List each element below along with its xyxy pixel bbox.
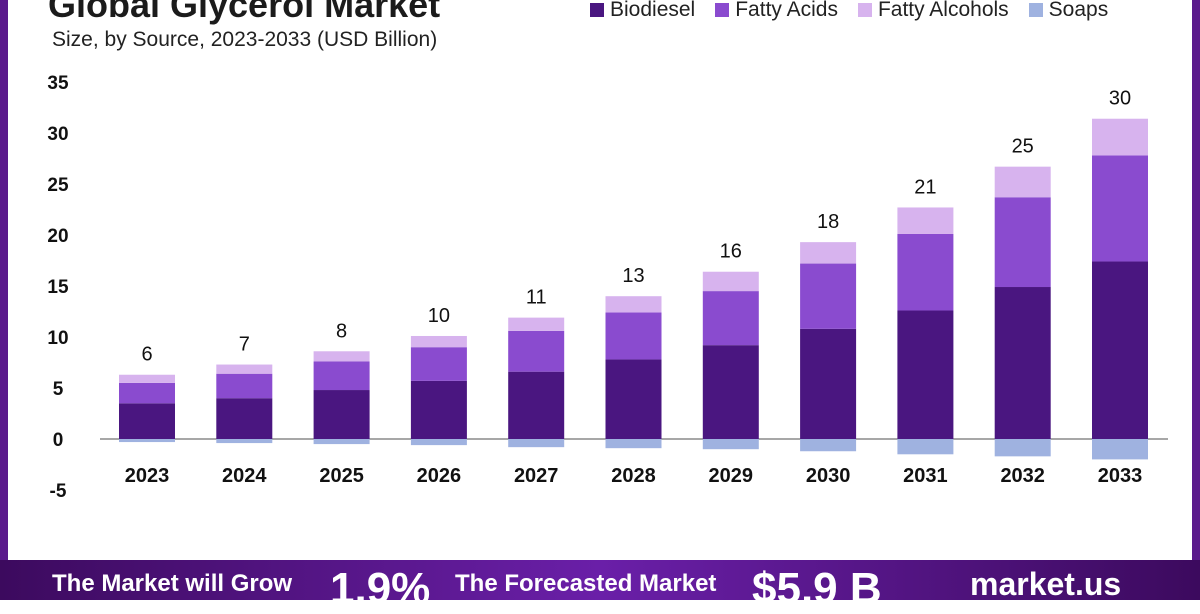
banner-grow-text: The Market will Grow [52, 570, 293, 597]
stacked-bar-chart: 35 30 25 20 15 10 5 0 -5 6 2023 7 2024 8 2025 10 2026 11 2… [47, 73, 1168, 502]
bar-soaps [994, 439, 1051, 457]
y-tick-label: 0 [53, 430, 64, 451]
bar-fatty-acids [1092, 155, 1148, 262]
bar-fatty-acids [508, 330, 565, 372]
total-label: 6 [141, 344, 152, 366]
bar-fatty-acids [216, 373, 273, 399]
bar-biodiesel [994, 287, 1051, 439]
legend-swatch-soaps [1028, 3, 1043, 17]
bar-fatty-acids [313, 361, 370, 391]
y-tick-label: 30 [47, 124, 68, 145]
bar-soaps [800, 439, 857, 452]
chart-title: Global Glycerol Market [48, 0, 441, 25]
bar-soaps [508, 439, 565, 448]
bar-biodiesel [897, 310, 954, 439]
x-tick-label: 2027 [514, 465, 559, 487]
bar-fatty-alcohols [1092, 118, 1148, 156]
chart-subtitle: Size, by Source, 2023-2033 (USD Billion) [52, 28, 438, 51]
bar-fatty-acids [410, 347, 467, 381]
total-label: 16 [720, 241, 742, 263]
y-tick-label: 5 [53, 379, 64, 400]
x-tick-label: 2032 [1000, 465, 1045, 487]
legend: Biodiesel Fatty Acids Fatty Alcohols Soa… [590, 0, 1108, 22]
x-tick-label: 2023 [125, 465, 170, 487]
legend-label-fatty-acids: Fatty Acids [735, 0, 838, 21]
banner-cagr-value: 1.9% [330, 564, 431, 613]
total-label: 10 [428, 305, 450, 327]
legend-swatch-fatty-acids [715, 3, 730, 17]
total-label: 8 [336, 320, 347, 342]
banner-forecast-text: The Forecasted Market [455, 570, 717, 597]
bar-fatty-alcohols [994, 166, 1051, 198]
y-tick-label: 35 [47, 73, 69, 94]
bar-biodiesel [508, 371, 565, 439]
bar-fatty-alcohols [605, 296, 662, 313]
total-label: 11 [526, 287, 547, 309]
bar-fatty-alcohols [897, 207, 954, 234]
total-label: 25 [1012, 136, 1034, 158]
bar-biodiesel [313, 390, 370, 439]
bar-biodiesel [605, 359, 662, 439]
y-tick-label: 25 [47, 175, 69, 196]
bar-soaps [702, 439, 759, 450]
x-tick-label: 2028 [611, 465, 656, 487]
legend-item-soaps: Soaps [1028, 0, 1109, 22]
bar-soaps [119, 439, 175, 443]
total-label: 18 [817, 211, 839, 233]
y-tick-label: 10 [47, 328, 68, 349]
total-label: 7 [239, 334, 250, 356]
bar-fatty-alcohols [702, 271, 759, 292]
bar-fatty-alcohols [216, 364, 273, 374]
x-tick-label: 2031 [903, 465, 948, 487]
bar-biodiesel [702, 345, 759, 439]
x-tick-label: 2024 [222, 465, 267, 487]
legend-label-soaps: Soaps [1048, 0, 1109, 21]
y-tick-label: 15 [47, 277, 69, 298]
footer-banner: The Market will Grow 1.9% The Forecasted… [0, 560, 1200, 613]
bar-biodiesel [119, 403, 175, 439]
x-tick-label: 2030 [806, 465, 851, 487]
x-tick-label: 2029 [709, 465, 754, 487]
legend-swatch-fatty-alcohols [857, 3, 872, 17]
legend-item-fatty-acids: Fatty Acids [715, 0, 838, 22]
y-tick-label: -5 [50, 481, 67, 502]
banner-forecast-value: $5.9 B [752, 564, 882, 613]
legend-swatch-biodiesel [590, 3, 604, 17]
legend-label-fatty-alcohols: Fatty Alcohols [877, 0, 1009, 21]
bar-fatty-alcohols [313, 351, 370, 362]
total-label: 13 [622, 265, 644, 287]
bar-fatty-acids [119, 382, 175, 404]
bar-fatty-acids [800, 263, 857, 329]
bar-fatty-alcohols [508, 317, 565, 331]
x-tick-label: 2026 [417, 465, 462, 487]
bar-biodiesel [800, 328, 857, 439]
x-tick-label: 2025 [319, 465, 364, 487]
x-tick-label: 2033 [1098, 465, 1143, 487]
y-tick-label: 20 [47, 226, 68, 247]
brand-logo: market.us [970, 566, 1122, 602]
legend-label-biodiesel: Biodiesel [610, 0, 696, 21]
bar-fatty-alcohols [800, 242, 857, 264]
total-label: 21 [914, 176, 936, 198]
bar-soaps [216, 439, 273, 444]
bar-biodiesel [1092, 261, 1148, 439]
bar-soaps [897, 439, 954, 455]
legend-item-biodiesel: Biodiesel [590, 0, 695, 22]
bar-soaps [605, 439, 662, 449]
legend-item-fatty-alcohols: Fatty Alcohols [857, 0, 1009, 22]
bar-fatty-alcohols [119, 374, 175, 383]
bar-biodiesel [410, 380, 467, 439]
total-label: 30 [1109, 88, 1131, 110]
bar-biodiesel [216, 398, 273, 439]
bar-soaps [1092, 439, 1148, 460]
bar-soaps [410, 439, 467, 446]
bar-fatty-acids [605, 312, 662, 360]
bar-fatty-alcohols [410, 335, 467, 348]
bar-fatty-acids [994, 197, 1051, 288]
purple-frame [0, 0, 1200, 600]
bar-soaps [313, 439, 370, 445]
bar-fatty-acids [897, 233, 954, 311]
bar-fatty-acids [702, 291, 759, 346]
